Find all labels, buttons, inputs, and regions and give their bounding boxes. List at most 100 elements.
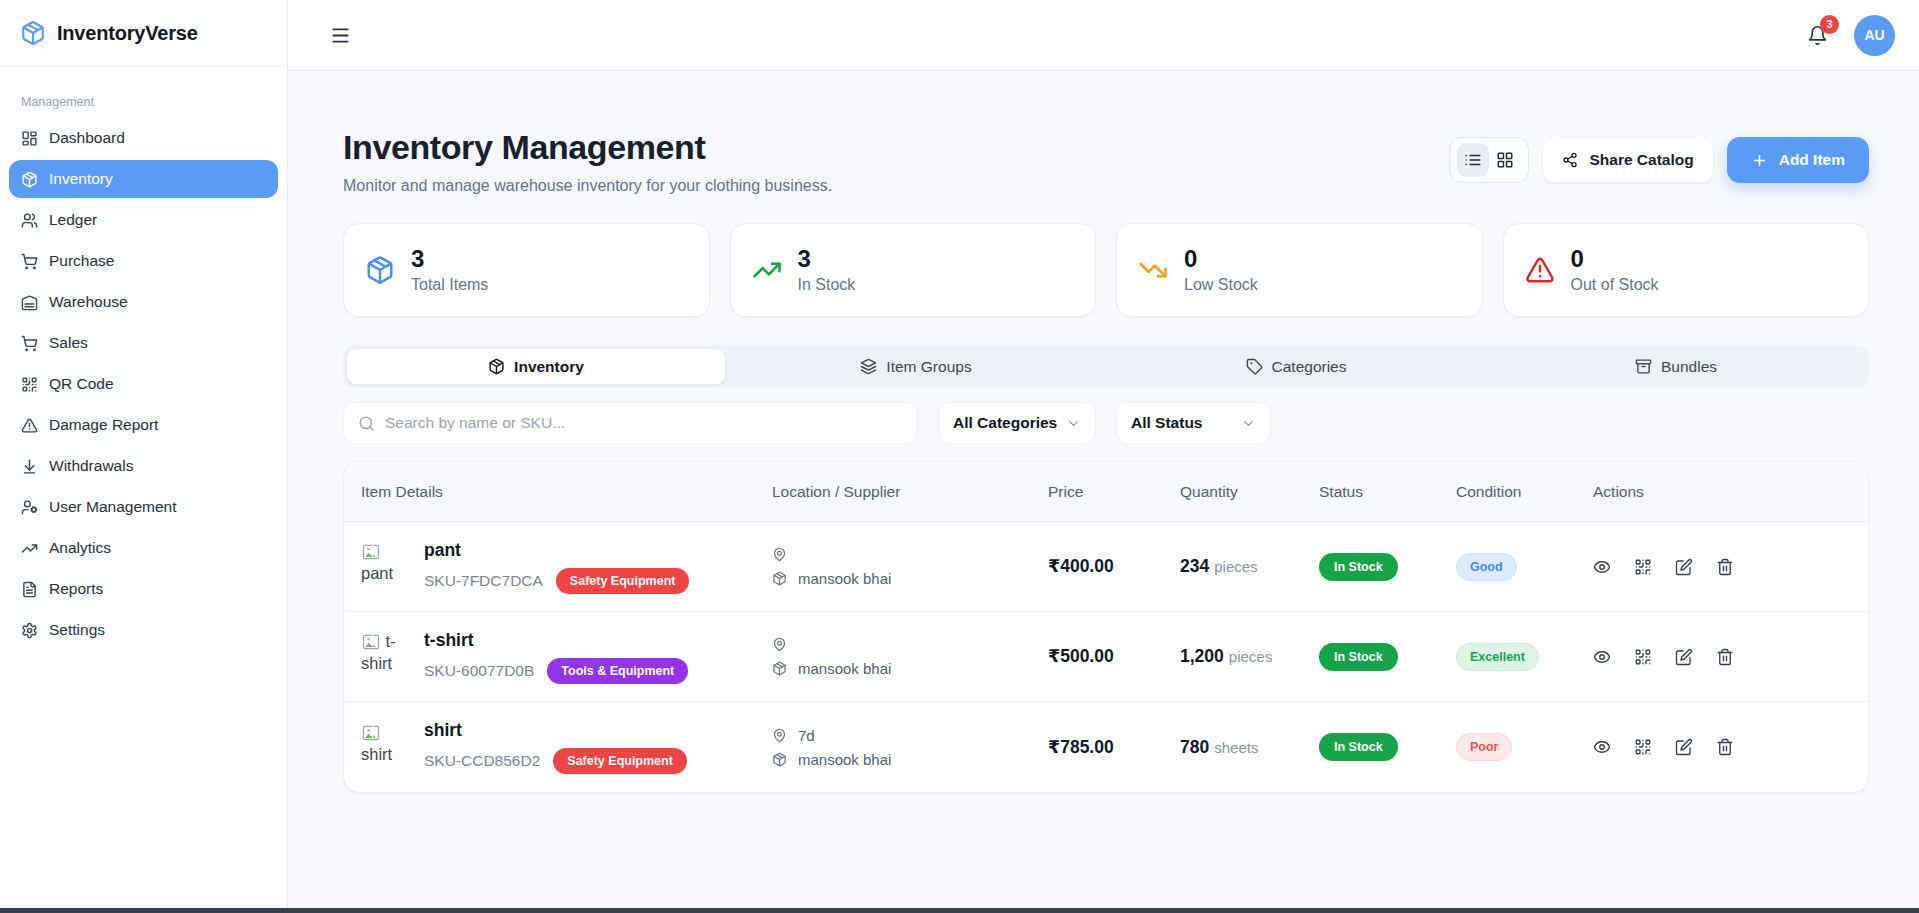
archive-icon [1635, 358, 1652, 375]
item-location: 7d [798, 727, 815, 744]
sidebar-item-label: Reports [49, 580, 103, 598]
stat-value: 0 [1571, 246, 1659, 272]
sidebar-item-purchase[interactable]: Purchase [9, 242, 278, 280]
sidebar-item-label: Analytics [49, 539, 111, 557]
sidebar-item-reports[interactable]: Reports [9, 570, 278, 608]
qr-code-action-button[interactable] [1634, 738, 1652, 756]
sidebar-item-analytics[interactable]: Analytics [9, 529, 278, 567]
item-price: ₹500.00 [1048, 646, 1180, 667]
package-icon [365, 255, 395, 285]
tab-label: Bundles [1661, 358, 1717, 376]
add-item-button[interactable]: Add Item [1727, 137, 1869, 183]
item-sku: SKU-60077D0B [424, 662, 534, 680]
package-icon [772, 752, 787, 767]
grid-view-button[interactable] [1489, 143, 1521, 177]
view-action-button[interactable] [1593, 648, 1611, 666]
item-price: ₹785.00 [1048, 737, 1180, 758]
sidebar-item-dashboard[interactable]: Dashboard [9, 119, 278, 157]
condition-badge: Excellent [1456, 643, 1539, 671]
qr-code-action-button[interactable] [1634, 648, 1652, 666]
trending-down-icon [1138, 255, 1168, 285]
sidebar-item-withdrawals[interactable]: Withdrawals [9, 447, 278, 485]
app-logo-icon [20, 20, 46, 46]
edit-action-button[interactable] [1675, 648, 1693, 666]
edit-action-button[interactable] [1675, 738, 1693, 756]
sidebar-item-label: Inventory [49, 170, 113, 188]
layers-icon [860, 358, 877, 375]
sidebar-item-label: Sales [49, 334, 88, 352]
column-header: Actions [1593, 483, 1868, 501]
item-image-broken: t-shirt [361, 630, 407, 675]
condition-badge: Good [1456, 553, 1517, 581]
item-supplier: mansook bhai [798, 751, 891, 768]
share-catalog-button[interactable]: Share Catalog [1542, 137, 1713, 183]
list-view-button[interactable] [1457, 143, 1489, 177]
page-subtitle: Monitor and manage warehouse inventory f… [343, 177, 832, 195]
sidebar-item-qr-code[interactable]: QR Code [9, 365, 278, 403]
cart-icon [21, 253, 38, 270]
sidebar-item-settings[interactable]: Settings [9, 611, 278, 649]
menu-toggle-icon[interactable] [330, 25, 351, 46]
sidebar-item-damage-report[interactable]: Damage Report [9, 406, 278, 444]
table-header: Item DetailsLocation / SupplierPriceQuan… [344, 462, 1868, 522]
stat-label: Total Items [411, 276, 488, 294]
user-cog-icon [21, 499, 38, 516]
column-header: Condition [1456, 483, 1593, 501]
sidebar-item-ledger[interactable]: Ledger [9, 201, 278, 239]
avatar[interactable]: AU [1854, 15, 1895, 56]
condition-badge: Poor [1456, 733, 1512, 761]
sidebar-item-label: Ledger [49, 211, 97, 229]
category-filter[interactable]: All Categories [938, 402, 1096, 444]
delete-action-button[interactable] [1716, 738, 1734, 756]
sidebar-item-user-management[interactable]: User Management [9, 488, 278, 526]
page-title: Inventory Management [343, 128, 832, 167]
qr-icon [21, 376, 38, 393]
tab-categories[interactable]: Categories [1106, 348, 1486, 385]
view-action-button[interactable] [1593, 738, 1611, 756]
users-icon [21, 212, 38, 229]
chevron-down-icon [1066, 416, 1081, 431]
stats-row: 3Total Items3In Stock0Low Stock0Out of S… [343, 223, 1869, 317]
tab-inventory[interactable]: Inventory [346, 348, 726, 385]
sidebar-item-label: Damage Report [49, 416, 158, 434]
package-icon [772, 571, 787, 586]
category-badge: Safety Equipment [556, 568, 690, 594]
search-input[interactable] [385, 414, 903, 432]
qr-code-action-button[interactable] [1634, 558, 1652, 576]
column-header: Quantity [1180, 483, 1319, 501]
app-logo: InventoryVerse [0, 0, 287, 67]
stat-value: 3 [798, 246, 856, 272]
sidebar-item-sales[interactable]: Sales [9, 324, 278, 362]
delete-action-button[interactable] [1716, 648, 1734, 666]
column-header: Status [1319, 483, 1456, 501]
item-image-broken: shirt [361, 720, 407, 765]
edit-action-button[interactable] [1675, 558, 1693, 576]
sidebar-nav: Dashboard Inventory Ledger Purchase Warehous… [0, 119, 287, 649]
search-icon [358, 415, 375, 432]
view-action-button[interactable] [1593, 558, 1611, 576]
tab-label: Categories [1272, 358, 1347, 376]
item-unit: pieces [1229, 648, 1272, 665]
search-box[interactable] [343, 402, 918, 444]
status-filter[interactable]: All Status [1116, 402, 1271, 444]
category-badge: Safety Equipment [553, 748, 687, 774]
sidebar-item-label: Purchase [49, 252, 114, 270]
item-sku: SKU-CCD856D2 [424, 752, 540, 770]
item-unit: pieces [1214, 558, 1257, 575]
layout-dashboard-icon [21, 130, 38, 147]
alert-triangle-icon [21, 417, 38, 434]
tab-bundles[interactable]: Bundles [1486, 348, 1866, 385]
sidebar-item-inventory[interactable]: Inventory [9, 160, 278, 198]
item-unit: sheets [1214, 739, 1258, 756]
sidebar-item-warehouse[interactable]: Warehouse [9, 283, 278, 321]
delete-action-button[interactable] [1716, 558, 1734, 576]
stat-value: 3 [411, 246, 488, 272]
category-badge: Tools & Equipment [547, 658, 688, 684]
item-quantity: 1,200 [1180, 646, 1224, 666]
tab-item-groups[interactable]: Item Groups [726, 348, 1106, 385]
stat-card-total-items: 3 Total Items [343, 223, 710, 317]
notifications-button[interactable]: 3 [1807, 25, 1828, 46]
plus-icon [1751, 152, 1768, 169]
package-icon [488, 358, 505, 375]
download-icon [21, 458, 38, 475]
